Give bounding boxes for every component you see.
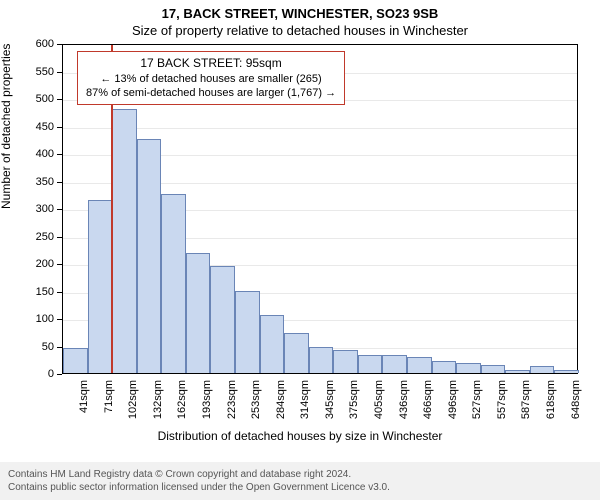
annotation-line-1: ← 13% of detached houses are smaller (26… — [100, 73, 321, 85]
annotation-box: 17 BACK STREET: 95sqm ← 13% of detached … — [77, 51, 345, 105]
xtick-label: 345sqm — [324, 380, 336, 419]
xtick-label: 436sqm — [398, 380, 410, 419]
histogram-bar — [186, 253, 211, 373]
ytick-label: 50 — [30, 341, 54, 353]
ytick-mark — [57, 72, 62, 73]
ytick-label: 300 — [30, 203, 54, 215]
histogram-bar — [505, 370, 530, 373]
xtick-label: 405sqm — [373, 380, 385, 419]
histogram-bar — [137, 139, 162, 373]
ytick-mark — [57, 154, 62, 155]
histogram-bar — [333, 350, 358, 373]
histogram-bar — [382, 355, 407, 373]
footer-line-1: Contains HM Land Registry data © Crown c… — [8, 469, 351, 480]
ytick-label: 200 — [30, 258, 54, 270]
histogram-bar — [63, 348, 88, 373]
histogram-bar — [530, 366, 555, 373]
ytick-label: 550 — [30, 66, 54, 78]
xtick-label: 102sqm — [127, 380, 139, 419]
ytick-mark — [57, 347, 62, 348]
xtick-label: 375sqm — [349, 380, 361, 419]
histogram-bar — [260, 315, 285, 373]
xtick-label: 314sqm — [299, 380, 311, 419]
histogram-bar — [554, 370, 579, 373]
histogram-bar — [284, 333, 309, 373]
ytick-label: 250 — [30, 231, 54, 243]
ytick-mark — [57, 182, 62, 183]
histogram-bar — [161, 194, 186, 373]
histogram-bar — [432, 361, 457, 373]
xtick-label: 648sqm — [570, 380, 582, 419]
histogram-bar — [456, 363, 481, 373]
ytick-mark — [57, 127, 62, 128]
xtick-label: 496sqm — [447, 380, 459, 419]
xtick-label: 41sqm — [78, 380, 90, 413]
ytick-label: 400 — [30, 148, 54, 160]
ytick-mark — [57, 209, 62, 210]
ytick-mark — [57, 44, 62, 45]
histogram-bar — [210, 266, 235, 373]
xtick-label: 557sqm — [496, 380, 508, 419]
ytick-label: 150 — [30, 286, 54, 298]
ytick-label: 100 — [30, 313, 54, 325]
gridline — [63, 128, 577, 129]
footer: Contains HM Land Registry data © Crown c… — [0, 462, 600, 500]
histogram-bar — [481, 365, 506, 373]
xtick-label: 223sqm — [226, 380, 238, 419]
footer-line-2: Contains public sector information licen… — [8, 482, 390, 493]
histogram-bar — [88, 200, 113, 373]
annotation-title: 17 BACK STREET: 95sqm — [140, 56, 281, 70]
ytick-label: 600 — [30, 38, 54, 50]
ytick-label: 350 — [30, 176, 54, 188]
xtick-label: 618sqm — [545, 380, 557, 419]
ytick-mark — [57, 237, 62, 238]
x-axis-label: Distribution of detached houses by size … — [0, 429, 600, 443]
ytick-mark — [57, 319, 62, 320]
ytick-mark — [57, 374, 62, 375]
xtick-label: 193sqm — [201, 380, 213, 419]
address-line: 17, BACK STREET, WINCHESTER, SO23 9SB — [0, 0, 600, 21]
ytick-mark — [57, 99, 62, 100]
xtick-label: 466sqm — [422, 380, 434, 419]
xtick-label: 71sqm — [103, 380, 115, 413]
histogram-bar — [358, 355, 383, 373]
histogram-bar — [235, 291, 260, 374]
xtick-label: 253sqm — [250, 380, 262, 419]
ytick-label: 450 — [30, 121, 54, 133]
histogram-bar — [309, 347, 334, 373]
histogram-bar — [112, 109, 137, 373]
chart-container: 17, BACK STREET, WINCHESTER, SO23 9SB Si… — [0, 0, 600, 500]
subtitle: Size of property relative to detached ho… — [0, 21, 600, 38]
annotation-line-2: 87% of semi-detached houses are larger (… — [86, 87, 336, 99]
ytick-label: 0 — [30, 368, 54, 380]
xtick-label: 162sqm — [177, 380, 189, 419]
ytick-mark — [57, 264, 62, 265]
xtick-label: 587sqm — [521, 380, 533, 419]
xtick-label: 284sqm — [275, 380, 287, 419]
xtick-label: 132sqm — [152, 380, 164, 419]
ytick-mark — [57, 292, 62, 293]
histogram-bar — [407, 357, 432, 374]
xtick-label: 527sqm — [471, 380, 483, 419]
ytick-label: 500 — [30, 93, 54, 105]
